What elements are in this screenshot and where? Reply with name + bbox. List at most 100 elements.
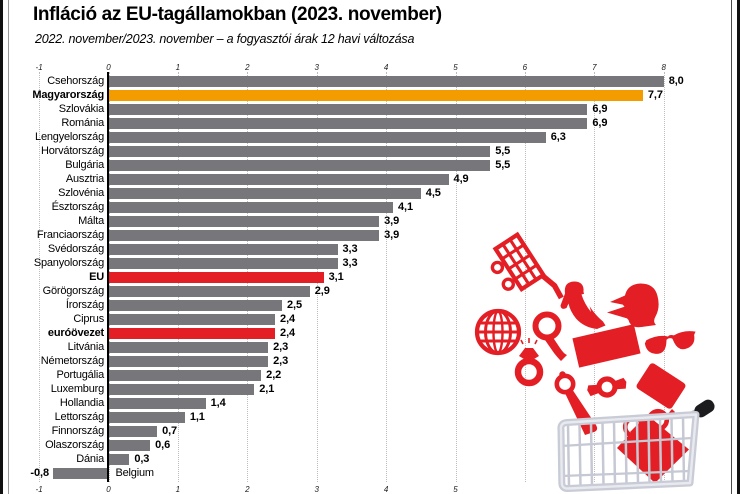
bar (108, 174, 449, 185)
page-title: Infláció az EU-tagállamokban (2023. nove… (33, 4, 442, 25)
magnifying-glass-icon (532, 311, 567, 361)
big-cart-basket-icon (557, 399, 715, 493)
bar (108, 454, 130, 465)
x-axis-tick-bottom: 4 (383, 484, 389, 494)
bar (108, 440, 151, 451)
bar (108, 412, 185, 423)
bar (108, 286, 310, 297)
value-label: 1,4 (210, 396, 226, 409)
country-label: Svédország (47, 242, 104, 255)
country-label: euróövezet (47, 326, 104, 339)
x-axis-tick-top: 2 (245, 63, 250, 72)
value-label: 4,5 (425, 186, 441, 199)
wallet-icon (636, 363, 686, 409)
value-label: 6,9 (592, 116, 608, 129)
x-axis-tick-top: 4 (383, 63, 389, 72)
small-cart-icon (490, 231, 564, 300)
value-label: 5,5 (495, 144, 511, 157)
value-label: 0,6 (155, 438, 171, 451)
bar (108, 370, 262, 381)
value-label: 6,9 (592, 102, 608, 115)
bar (108, 118, 588, 129)
value-label: 5,5 (495, 158, 511, 171)
bar (108, 146, 491, 157)
country-label: Hollandia (59, 396, 104, 409)
bar (52, 468, 109, 479)
value-label: 2,4 (280, 312, 296, 325)
diamond-ring-icon (514, 338, 544, 387)
bar (108, 314, 276, 325)
value-label: 4,9 (453, 172, 469, 185)
country-label: Finnország (51, 424, 105, 437)
x-axis-tick-bottom: 0 (106, 484, 111, 494)
value-label: 2,2 (266, 368, 282, 381)
x-axis-tick-bottom: 1 (175, 484, 181, 494)
x-axis-tick-top: 7 (592, 63, 597, 72)
x-axis-tick-top: 5 (453, 63, 458, 72)
bar (108, 188, 421, 199)
value-label: 3,1 (328, 270, 344, 283)
value-label: 2,4 (280, 326, 296, 339)
x-axis-tick-top: 6 (522, 63, 528, 72)
country-label: Németország (40, 354, 104, 367)
bar (108, 244, 338, 255)
country-label: Görögország (42, 284, 105, 297)
country-label: Szlovákia (58, 102, 104, 115)
value-label: 0,3 (134, 452, 150, 465)
value-label: 2,3 (273, 354, 289, 367)
bar (108, 132, 546, 143)
bar (108, 104, 588, 115)
high-heel-shoe-icon (560, 281, 606, 329)
country-label: Litvánia (67, 340, 105, 353)
bar (108, 426, 158, 437)
bar (108, 202, 394, 213)
bar (108, 160, 491, 171)
country-label: Luxemburg (50, 382, 104, 395)
gridline (594, 72, 596, 482)
bar (108, 216, 380, 227)
country-label: Írország (65, 298, 104, 311)
gridline (663, 72, 665, 482)
sunglasses-icon (644, 331, 696, 354)
right-black-border (737, 0, 740, 494)
country-label: Ciprus (73, 312, 104, 325)
value-label: 2,3 (273, 340, 289, 353)
bar (108, 230, 380, 241)
globe-icon (474, 308, 522, 356)
value-label: 2,1 (259, 382, 275, 395)
country-label: Olaszország (45, 438, 104, 451)
country-label: Belgium (115, 466, 155, 479)
x-axis-tick-bottom: 3 (314, 484, 319, 494)
country-label: Horvátország (40, 144, 104, 157)
value-label: 2,9 (314, 284, 330, 297)
left-frame-line (8, 0, 9, 494)
country-label: Lettország (54, 410, 105, 423)
country-label: Románia (61, 116, 104, 129)
country-label: Dánia (76, 452, 104, 465)
country-label: Észtország (51, 200, 105, 213)
country-label: Bulgária (65, 158, 104, 171)
x-axis-tick-top: 1 (175, 63, 181, 72)
bar (108, 272, 324, 283)
head-with-cap-icon (607, 283, 659, 328)
value-label: 1,1 (189, 410, 205, 423)
bar (108, 76, 664, 87)
gridline (39, 72, 41, 482)
bar (108, 258, 338, 269)
country-label: Málta (78, 214, 104, 227)
value-label: 3,9 (384, 228, 400, 241)
country-label: Franciaország (36, 228, 104, 241)
country-label: Csehország (47, 74, 104, 87)
x-axis-tick-top: 8 (661, 63, 666, 72)
value-label: 3,3 (342, 242, 358, 255)
bar (108, 356, 269, 367)
x-axis-tick-bottom: -1 (35, 484, 43, 494)
x-axis-tick-bottom: 5 (453, 484, 458, 494)
country-label: EU (89, 270, 104, 283)
gridline (455, 72, 457, 482)
x-axis-tick-top: -1 (35, 63, 43, 72)
value-label: 4,1 (398, 200, 414, 213)
shopping-illustration (474, 231, 715, 493)
value-label: 0,7 (162, 424, 178, 437)
